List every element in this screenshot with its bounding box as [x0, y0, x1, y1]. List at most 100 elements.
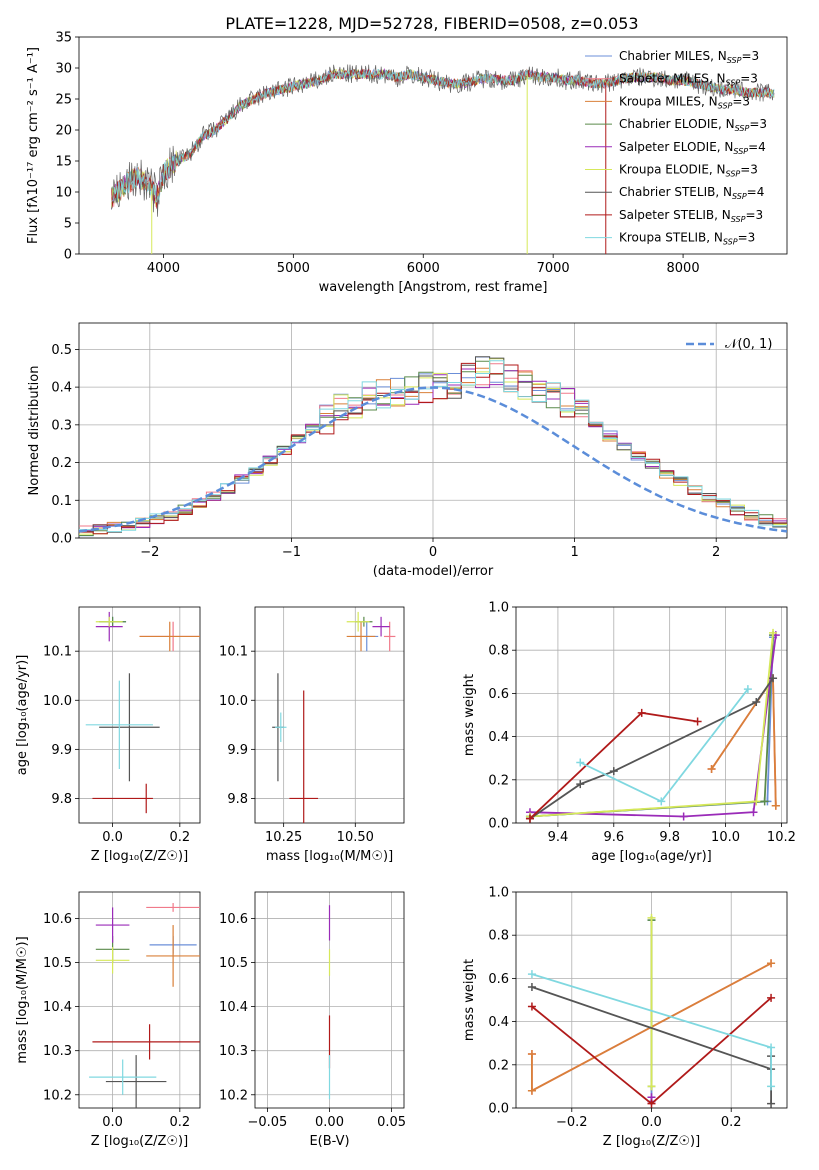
weight-marker [527, 1050, 536, 1058]
weight-marker [527, 1002, 536, 1011]
x-tick-label: −1 [282, 545, 301, 560]
axes-frame [254, 606, 405, 824]
x-tick-label: 7000 [537, 261, 570, 276]
x-axis-label: Z [log₁₀(Z/Z☉)] [91, 849, 188, 864]
y-tick-label: 10.5 [219, 956, 248, 971]
panel-age-vs-mass: 9.8 9.9 10.0 10.1 10.25 10.50 mass [log₁₀(M/M☉… [219, 606, 405, 864]
x-tick-label: 5000 [277, 261, 310, 276]
y-axis-label: mass weight [462, 959, 477, 1041]
y-tick-label: 10.1 [219, 645, 248, 660]
axes-frame [78, 891, 201, 1109]
x-tick-label: −0.05 [247, 1115, 287, 1130]
x-tick-label: 0.0 [102, 1115, 123, 1130]
y-tick-label: 25 [55, 93, 72, 108]
y-tick-label: 0.8 [488, 929, 509, 944]
weight-marker [752, 698, 761, 707]
y-tick-label: 0.4 [488, 730, 509, 745]
plot-area [272, 611, 396, 823]
weight-marker [707, 765, 716, 773]
axes-frame [78, 322, 788, 539]
y-tick-label: 20 [55, 124, 72, 139]
x-tick-label: 0.00 [315, 1115, 344, 1130]
x-axis-label: Z [log₁₀(Z/Z☉)] [91, 1134, 188, 1149]
y-tick-label: 10.2 [43, 1088, 72, 1103]
y-tick-label: 30 [55, 62, 72, 77]
x-tick-label: 2 [712, 545, 720, 560]
y-tick-label: 15 [55, 155, 72, 170]
y-tick-label: 10.0 [219, 694, 248, 709]
axes-frame [254, 891, 405, 1109]
weight-marker [769, 628, 778, 637]
y-tick-label: 0 [64, 248, 72, 263]
x-axis-label: Z [log₁₀(Z/Z☉)] [603, 1134, 700, 1149]
weight-marker [647, 1099, 656, 1108]
x-tick-label: 10.50 [337, 830, 374, 845]
axes-frame [78, 36, 788, 255]
y-tick-label: 0.2 [488, 1058, 509, 1073]
y-axis-label: age [log₁₀(age/yr)] [15, 655, 30, 776]
x-tick-label: 0.0 [102, 830, 123, 845]
weight-line [529, 632, 774, 818]
panel-mass-vs-ebv: 10.2 10.3 10.4 10.5 10.6 −0.05 0.00 0.05 E(B-V) [219, 891, 406, 1149]
legend-label: Chabrier ELODIE, NSSP=3 [619, 117, 767, 133]
panel-mass-vs-Z: 10.2 10.3 10.4 10.5 10.6 0.0 0.2 Z [log₁₀(Z/Z☉)… [15, 891, 201, 1149]
legend-label: 𝒩(0, 1) [725, 337, 772, 352]
weight-line [529, 634, 777, 818]
plot-area [525, 628, 780, 823]
x-tick-label: −2 [140, 545, 159, 560]
x-axis-label: mass [log₁₀(M/M☉)] [266, 849, 393, 864]
y-tick-label: 1.0 [488, 601, 509, 616]
y-tick-label: 10.4 [43, 1000, 72, 1015]
legend-label: Kroupa MILES, NSSP=3 [619, 94, 750, 110]
x-axis-label: wavelength [Angstrom, rest frame] [319, 280, 548, 295]
x-tick-label: 0.05 [377, 1115, 406, 1130]
y-tick-label: 0.5 [51, 343, 72, 358]
x-tick-label: 0.2 [721, 1115, 742, 1130]
y-axis-label: mass [log₁₀(M/M☉)] [15, 936, 30, 1063]
x-tick-label: 9.8 [659, 830, 680, 845]
y-tick-label: 10.5 [43, 956, 72, 971]
legend-label: Kroupa STELIB, NSSP=3 [619, 231, 755, 247]
y-tick-label: 10.6 [219, 912, 248, 927]
plot-area [527, 913, 776, 1108]
weight-marker [767, 993, 776, 1002]
x-tick-label: 0.2 [169, 1115, 190, 1130]
legend-label: Salpeter STELIB, NSSP=3 [619, 208, 763, 224]
y-tick-label: 0.4 [51, 381, 72, 396]
plot-area [85, 611, 200, 814]
y-tick-label: 10.2 [219, 1088, 248, 1103]
x-tick-label: 10.0 [711, 830, 740, 845]
spectrum-line [111, 68, 775, 203]
legend-label: Kroupa ELODIE, NSSP=3 [619, 163, 758, 179]
y-tick-label: 9.9 [227, 743, 248, 758]
legend-label: Chabrier STELIB, NSSP=4 [619, 185, 764, 201]
y-tick-label: 9.9 [51, 743, 72, 758]
weight-marker [767, 1043, 776, 1052]
y-tick-label: 0.2 [51, 456, 72, 471]
y-tick-label: 0.0 [488, 817, 509, 832]
legend-label: Salpeter MILES, NSSP=3 [619, 72, 758, 88]
figure-title: PLATE=1228, MJD=52728, FIBERID=0508, z=0… [225, 14, 638, 33]
axes-frame [515, 606, 788, 824]
weight-marker [749, 808, 758, 817]
x-tick-label: 1 [570, 545, 578, 560]
panel-spectrum: 0 5 10 15 20 25 30 35 4000 5000 6000 7000 8000 wavele… [26, 31, 788, 295]
y-tick-label: 10.0 [43, 694, 72, 709]
plot-area [79, 356, 787, 537]
y-tick-label: 10.3 [43, 1044, 72, 1059]
y-tick-label: 10.6 [43, 912, 72, 927]
x-tick-label: 0.2 [169, 830, 190, 845]
axes-frame [515, 891, 788, 1109]
panel-massweight-vs-age: 0.0 0.2 0.4 0.6 0.8 1.0 9.4 9.6 9.8 10.0 10.2 age [… [462, 601, 796, 865]
normal-curve [79, 386, 787, 533]
x-tick-label: 10.25 [265, 830, 302, 845]
weight-marker [767, 1082, 776, 1091]
weight-marker [771, 801, 780, 810]
y-axis-label: mass weight [462, 674, 477, 756]
y-tick-label: 0.3 [51, 418, 72, 433]
x-axis-label: (data-model)/error [373, 564, 494, 579]
y-tick-label: 1.0 [488, 886, 509, 901]
panel-residuals: 0.0 0.1 0.2 0.3 0.4 0.5 −2 −1 0 1 2 (data-model)/er… [27, 322, 788, 579]
y-tick-label: 5 [64, 217, 72, 232]
